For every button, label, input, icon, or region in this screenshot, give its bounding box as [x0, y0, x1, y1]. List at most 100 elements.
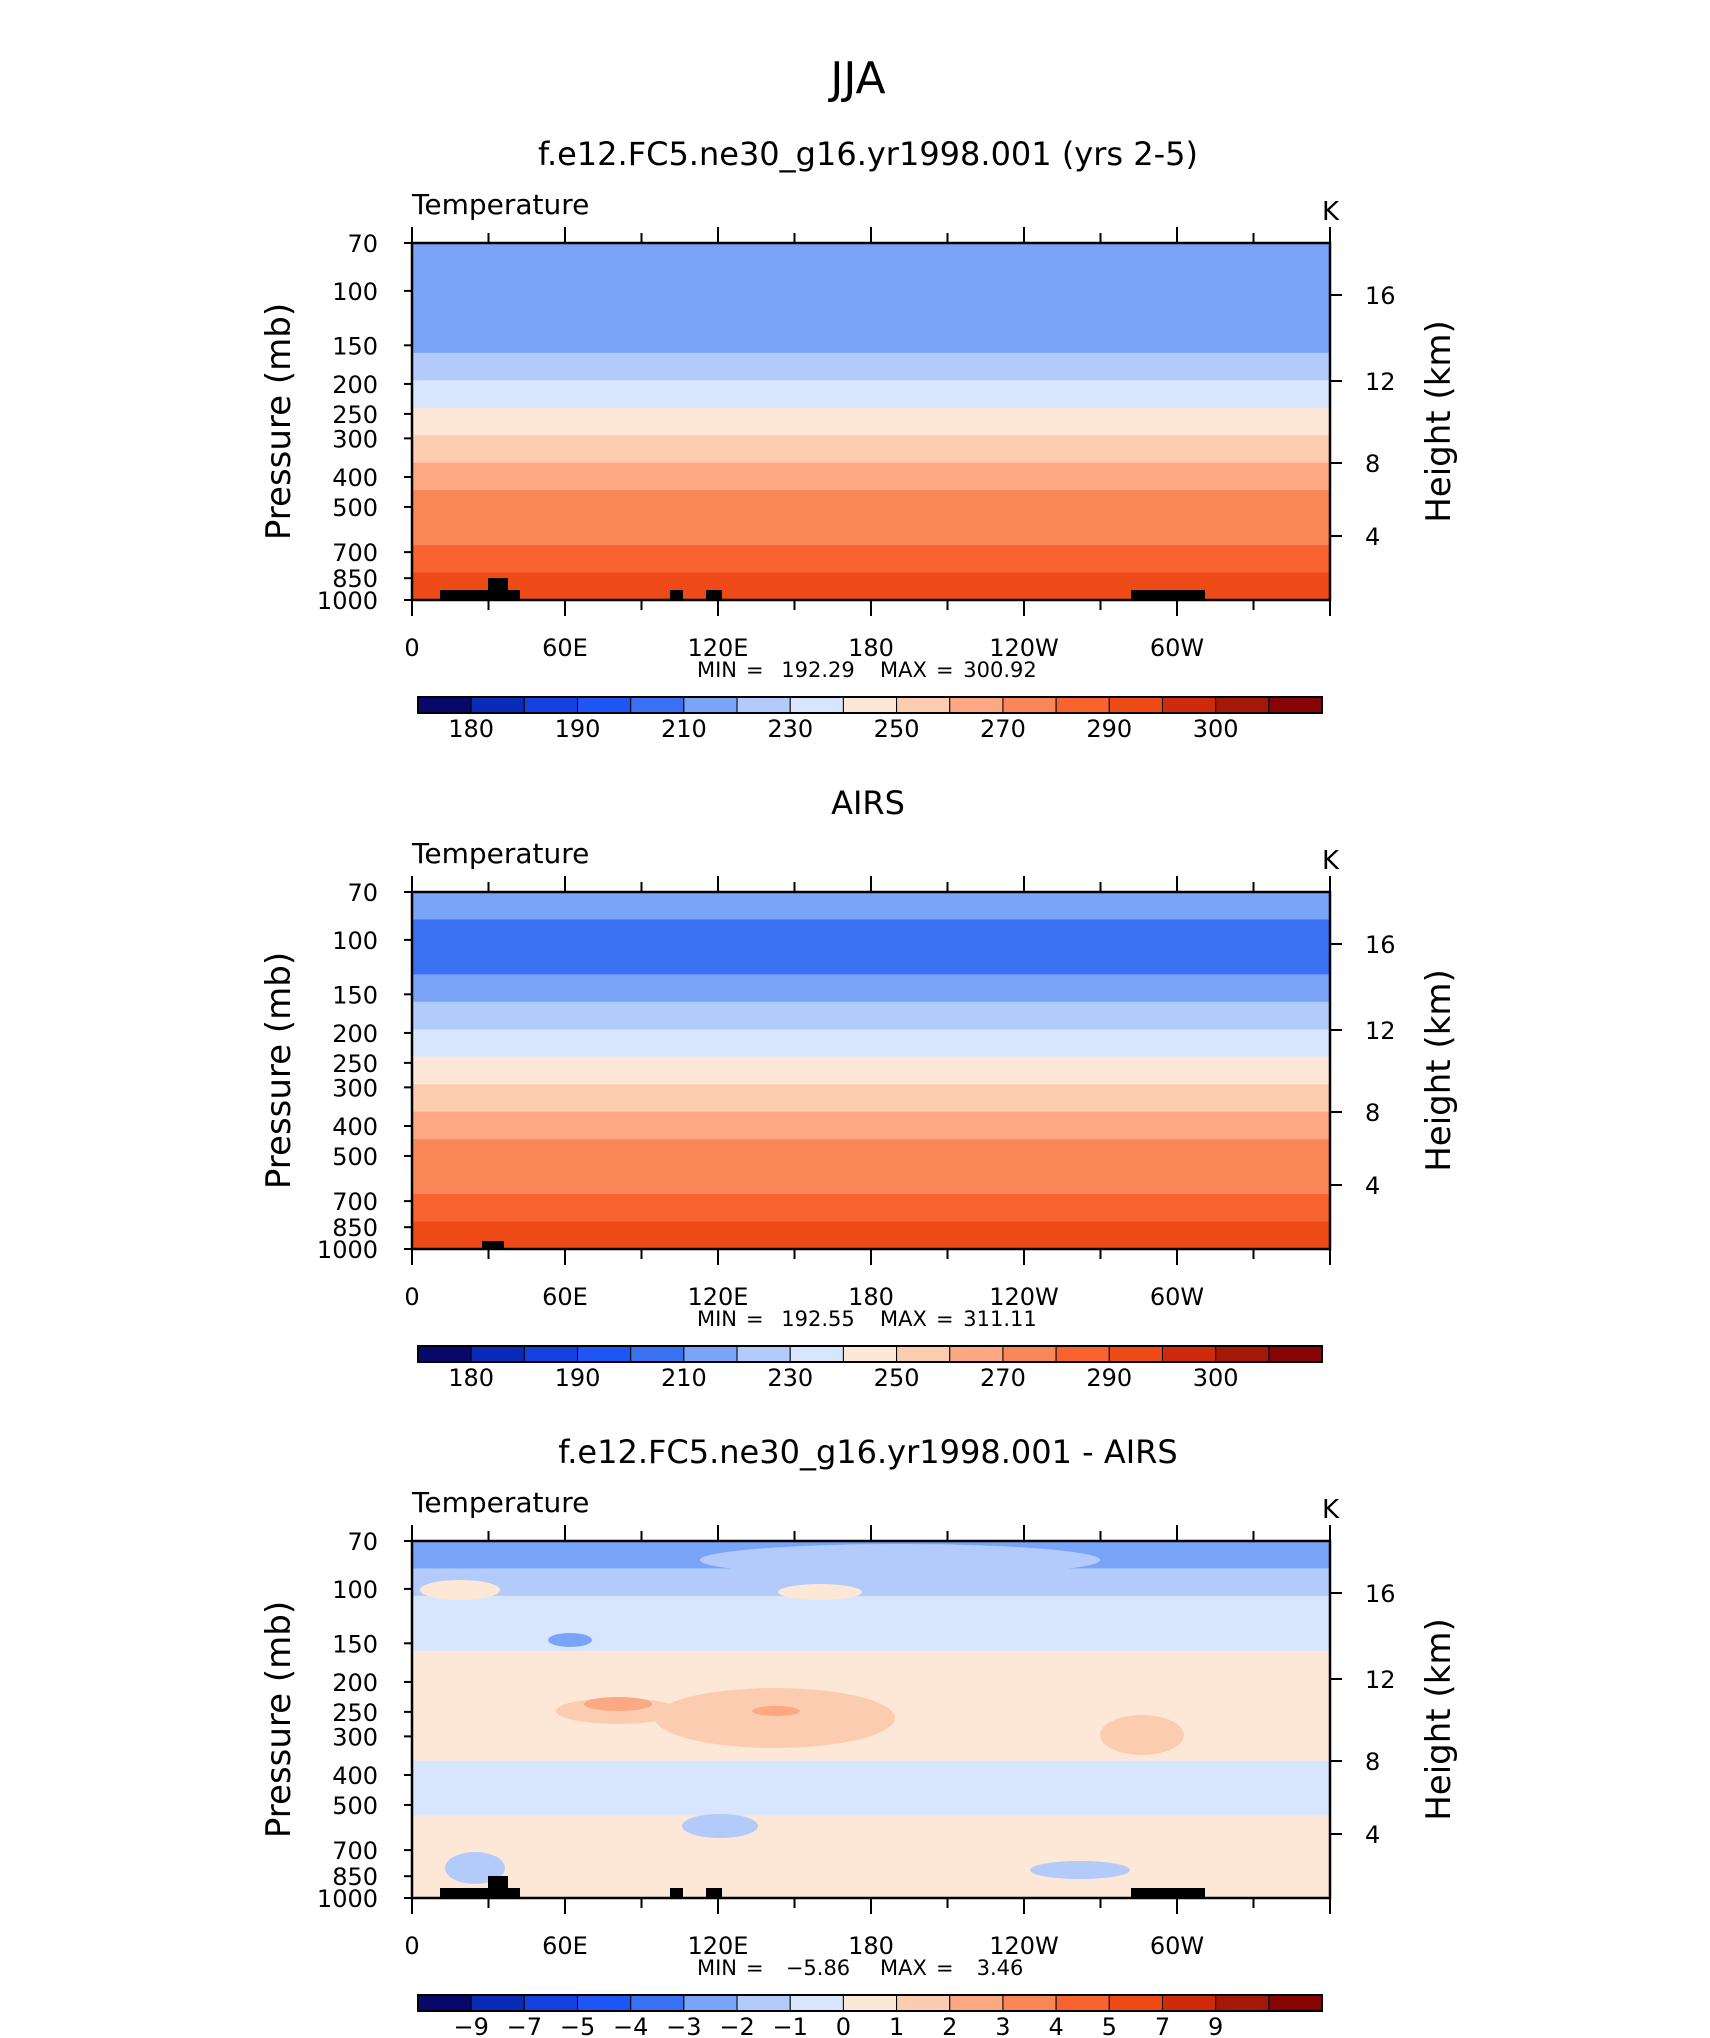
colorbar-swatch — [842, 1994, 898, 2012]
contour-band — [412, 297, 1330, 326]
right-tick-label: 12 — [1365, 1017, 1396, 1045]
y-tick-label: 500 — [332, 494, 378, 522]
x-tick-label: 120W — [989, 1283, 1059, 1311]
colorbar-swatch — [1002, 696, 1057, 714]
right-tick-label: 4 — [1365, 1821, 1380, 1849]
min-label: MIN — [697, 658, 737, 682]
anomaly-patch — [1100, 1715, 1184, 1755]
max-value: 311.11 — [963, 1307, 1036, 1331]
contour-band — [412, 1650, 1330, 1679]
x-tick-label: 60W — [1150, 1932, 1204, 1960]
panel-title: f.e12.FC5.ne30_g16.yr1998.001 (yrs 2-5) — [538, 135, 1198, 173]
colorbar-swatch — [683, 696, 738, 714]
anomaly-patch — [584, 1697, 652, 1711]
topography-mask — [670, 1888, 683, 1898]
min-equals: = — [746, 1307, 764, 1331]
colorbar-swatch — [470, 1994, 525, 2012]
y-tick-label: 250 — [332, 401, 378, 429]
y-tick-label: 100 — [332, 1576, 378, 1604]
colorbar-swatch — [1055, 1345, 1110, 1363]
right-tick-label: 16 — [1365, 931, 1396, 959]
contour-band — [412, 1221, 1330, 1250]
colorbar-swatch — [683, 1994, 738, 2012]
panel-3: f.e12.FC5.ne30_g16.yr1998.001 - AIRS Temp… — [259, 1433, 1459, 2038]
colorbar-frame — [417, 1345, 1323, 1363]
colorbar-label: 9 — [1208, 2013, 1223, 2038]
contour-band — [412, 380, 1330, 409]
variable-label: Temperature — [411, 1486, 589, 1519]
colorbar-label: 1 — [889, 2013, 904, 2038]
max-label: MAX — [880, 1307, 927, 1331]
x-tick-label: 120W — [989, 634, 1059, 662]
colorbar-swatch — [1108, 1345, 1163, 1363]
x-tick-label: 60W — [1150, 634, 1204, 662]
min-equals: = — [746, 658, 764, 682]
topography-mask — [1131, 590, 1205, 600]
colorbar-swatch — [683, 1345, 738, 1363]
panel-title: f.e12.FC5.ne30_g16.yr1998.001 - AIRS — [558, 1433, 1177, 1471]
x-tick-label: 0 — [404, 634, 419, 662]
colorbar-swatch — [1055, 1994, 1110, 2012]
colorbar-swatch — [789, 696, 844, 714]
contour-band — [412, 946, 1330, 975]
colorbar-swatch — [523, 1994, 579, 2012]
y-tick-label: 70 — [347, 1528, 378, 1556]
max-equals: = — [936, 658, 954, 682]
colorbar-swatch — [1215, 1994, 1270, 2012]
contour-band — [412, 1194, 1330, 1223]
contour-band — [412, 1733, 1330, 1762]
x-tick-label: 120E — [688, 634, 749, 662]
colorbar-swatch — [577, 696, 632, 714]
colorbar-label: 210 — [661, 715, 707, 743]
variable-label: Temperature — [411, 837, 589, 870]
colorbar-label: 250 — [874, 1364, 920, 1392]
colorbar-swatch — [1002, 1994, 1057, 2012]
colorbar-swatch — [630, 696, 685, 714]
colorbar-swatch — [1268, 1345, 1323, 1363]
contour-band — [412, 352, 1330, 381]
colorbar-swatch — [1161, 696, 1217, 714]
y-tick-label: 850 — [332, 1214, 378, 1242]
anomaly-patch — [778, 1584, 862, 1600]
x-tick-label: 180 — [848, 1283, 894, 1311]
topography-mask — [488, 578, 508, 600]
colorbar-swatch — [736, 1345, 791, 1363]
x-tick-label: 60E — [542, 634, 588, 662]
anomaly-patch — [682, 1814, 758, 1838]
colorbar-swatch — [417, 1994, 472, 2012]
colorbar-label: 7 — [1155, 2013, 1170, 2038]
min-equals: = — [746, 1956, 764, 1980]
right-tick-label: 8 — [1365, 1748, 1380, 1776]
contour-band — [412, 1815, 1330, 1844]
colorbar-label: 2 — [942, 2013, 957, 2038]
colorbar-label: 5 — [1102, 2013, 1117, 2038]
y-axis-title: Pressure (mb) — [259, 303, 299, 540]
y-tick-label: 70 — [347, 230, 378, 258]
colorbar-label: 4 — [1048, 2013, 1063, 2038]
variable-label: Temperature — [411, 188, 589, 221]
right-tick-label: 8 — [1365, 450, 1380, 478]
y-tick-label: 150 — [332, 1630, 378, 1658]
max-label: MAX — [880, 1956, 927, 1980]
colorbar-label: 270 — [980, 1364, 1026, 1392]
contour-band — [412, 1111, 1330, 1140]
colorbar-swatch — [1161, 1345, 1217, 1363]
topography-mask — [706, 590, 722, 600]
colorbar-swatch — [1268, 696, 1323, 714]
right-tick-label: 4 — [1365, 523, 1380, 551]
colorbar-swatch — [789, 1345, 844, 1363]
contour-band — [412, 1788, 1330, 1817]
max-equals: = — [936, 1307, 954, 1331]
y-tick-label: 700 — [332, 539, 378, 567]
contour-band — [412, 974, 1330, 1003]
colorbar-label: 270 — [980, 715, 1026, 743]
colorbar-label: 290 — [1086, 715, 1132, 743]
anomaly-patch — [700, 1544, 1100, 1576]
colorbar-swatch — [577, 1345, 632, 1363]
colorbar-swatch — [949, 1345, 1004, 1363]
colorbar-swatch — [577, 1994, 632, 2012]
colorbar-label: 190 — [555, 1364, 601, 1392]
panel-title: AIRS — [831, 784, 905, 822]
